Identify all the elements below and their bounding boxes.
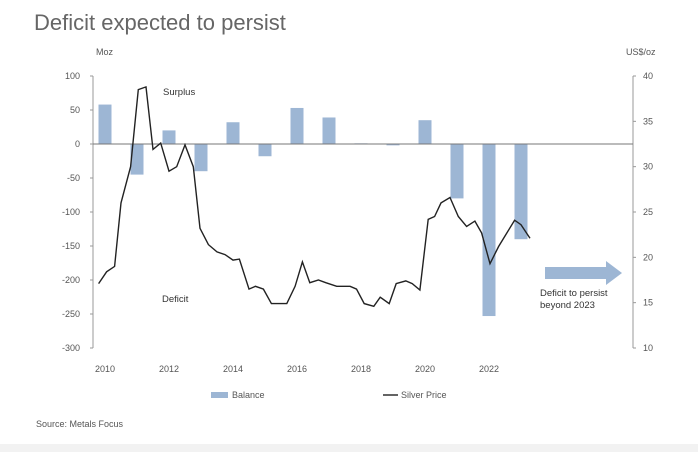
left-tick-label: -150 <box>62 241 80 251</box>
left-axis-label: Moz <box>96 47 114 57</box>
right-tick-label: 30 <box>643 162 653 172</box>
chart-title: Deficit expected to persist <box>34 10 286 35</box>
right-tick-label: 10 <box>643 343 653 353</box>
arrow-icon <box>545 261 622 285</box>
right-tick-label: 25 <box>643 207 653 217</box>
x-tick-label: 2020 <box>415 364 435 374</box>
balance-bar <box>322 117 336 144</box>
silver-price-line <box>98 85 531 308</box>
balance-bar <box>386 144 400 146</box>
source-note: Source: Metals Focus <box>36 419 124 429</box>
x-tick-label: 2014 <box>223 364 243 374</box>
right-tick-label: 20 <box>643 252 653 262</box>
balance-bar <box>290 107 304 144</box>
left-tick-label: -300 <box>62 343 80 353</box>
x-tick-label: 2010 <box>95 364 115 374</box>
arrow-annotation-line2: beyond 2023 <box>540 300 595 311</box>
balance-bar <box>194 144 208 172</box>
balance-bar <box>162 130 176 144</box>
left-tick-label: 50 <box>70 105 80 115</box>
left-tick-label: -50 <box>67 173 80 183</box>
balance-bar <box>130 144 144 175</box>
left-tick-label: -200 <box>62 275 80 285</box>
deficit-label: Deficit <box>162 294 189 305</box>
balance-bar <box>482 144 496 317</box>
right-tick-label: 40 <box>643 71 653 81</box>
balance-bar <box>98 104 112 144</box>
balance-bar <box>514 144 528 240</box>
right-axis-label: US$/oz <box>626 47 656 57</box>
balance-bar <box>258 144 272 157</box>
legend-balance-label: Balance <box>232 390 265 400</box>
balance-bar <box>226 122 240 144</box>
bottom-strip <box>0 444 698 452</box>
x-tick-label: 2016 <box>287 364 307 374</box>
right-tick-label: 35 <box>643 116 653 126</box>
surplus-label: Surplus <box>163 87 195 98</box>
left-tick-label: 100 <box>65 71 80 81</box>
balance-bar <box>418 120 432 144</box>
legend-balance-swatch <box>211 392 228 398</box>
balance-bar <box>450 144 464 199</box>
legend-silver-label: Silver Price <box>401 390 447 400</box>
right-tick-label: 15 <box>643 298 653 308</box>
x-tick-label: 2022 <box>479 364 499 374</box>
x-tick-label: 2018 <box>351 364 371 374</box>
left-tick-label: -100 <box>62 207 80 217</box>
x-tick-label: 2012 <box>159 364 179 374</box>
arrow-annotation-line1: Deficit to persist <box>540 288 608 299</box>
left-tick-label: -250 <box>62 309 80 319</box>
left-tick-label: 0 <box>75 139 80 149</box>
